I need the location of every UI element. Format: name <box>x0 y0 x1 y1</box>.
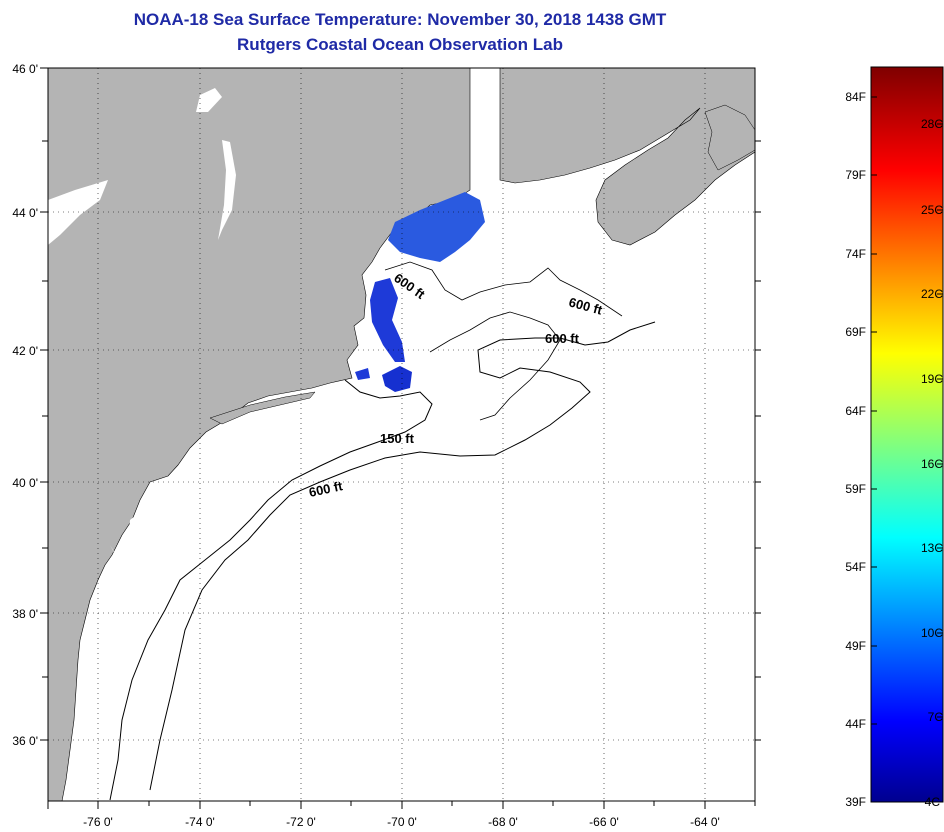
colorbar-f-label: 44F <box>845 717 866 731</box>
colorbar-f-label: 54F <box>845 560 866 574</box>
colorbar-c-label: 16C <box>921 457 943 471</box>
colorbar-c-label: 7C <box>928 710 944 724</box>
title-line-2: Rutgers Coastal Ocean Observation Lab <box>237 35 563 54</box>
land-maritimes <box>499 68 755 246</box>
colorbar-f-label: 64F <box>845 404 866 418</box>
land-cape-breton <box>704 104 755 171</box>
contour-label: 150 ft <box>380 431 415 446</box>
sst-nantucket <box>382 366 412 392</box>
contour-600ft <box>149 321 656 791</box>
lake-champlain <box>218 140 236 240</box>
colorbar-c-label: 28C <box>921 117 943 131</box>
delaware-bay <box>128 508 150 548</box>
grid <box>48 68 755 801</box>
lon-label: -70 0' <box>387 815 417 829</box>
colorbar-c-label: 25C <box>921 203 943 217</box>
colorbar-c-label: 4C <box>925 795 941 809</box>
colorbar-f-label: 39F <box>845 795 866 809</box>
lon-label: -72 0' <box>286 815 316 829</box>
colorbar-f-label: 84F <box>845 90 866 104</box>
colorbar-f-label: 74F <box>845 247 866 261</box>
title-line-1: NOAA-18 Sea Surface Temperature: Novembe… <box>133 10 667 29</box>
colorbar-c-label: 19C <box>921 372 943 386</box>
lake-winnipesaukee <box>196 88 222 112</box>
colorbar-f-label: 49F <box>845 639 866 653</box>
contour-georges <box>429 311 561 421</box>
colorbar-c-label: 10C <box>921 626 943 640</box>
colorbar-c-label: 22C <box>921 287 943 301</box>
lon-label: -68 0' <box>488 815 518 829</box>
sst-gulf-of-maine <box>388 192 485 262</box>
contour-label: 600 ft <box>308 478 345 500</box>
colorbar-f-label: 79F <box>845 168 866 182</box>
lat-label: 44 0' <box>12 206 38 220</box>
sst-small-patch <box>355 368 370 380</box>
chesapeake-bay <box>70 545 122 801</box>
lat-label: 38 0' <box>12 607 38 621</box>
contour-gulf-inner <box>384 261 623 317</box>
land-us-east-coast <box>48 68 471 801</box>
lat-label: 46 0' <box>12 62 38 76</box>
lon-label: -74 0' <box>185 815 215 829</box>
colorbar-f-label: 69F <box>845 325 866 339</box>
lon-label: -66 0' <box>589 815 619 829</box>
colorbar <box>870 66 944 803</box>
lat-label: 36 0' <box>12 734 38 748</box>
lon-label: -76 0' <box>83 815 113 829</box>
lat-label: 40 0' <box>12 476 38 490</box>
contour-150ft <box>109 379 433 801</box>
sst-cape-cod-bay <box>370 278 405 362</box>
colorbar-f-label: 59F <box>845 482 866 496</box>
lat-label: 42 0' <box>12 344 38 358</box>
long-island <box>209 391 316 425</box>
contour-label: 600 ft <box>545 331 580 346</box>
colorbar-c-label: 13C <box>921 541 943 555</box>
lon-label: -64 0' <box>690 815 720 829</box>
lake-ontario <box>48 180 108 245</box>
axis-ticks <box>40 67 761 809</box>
